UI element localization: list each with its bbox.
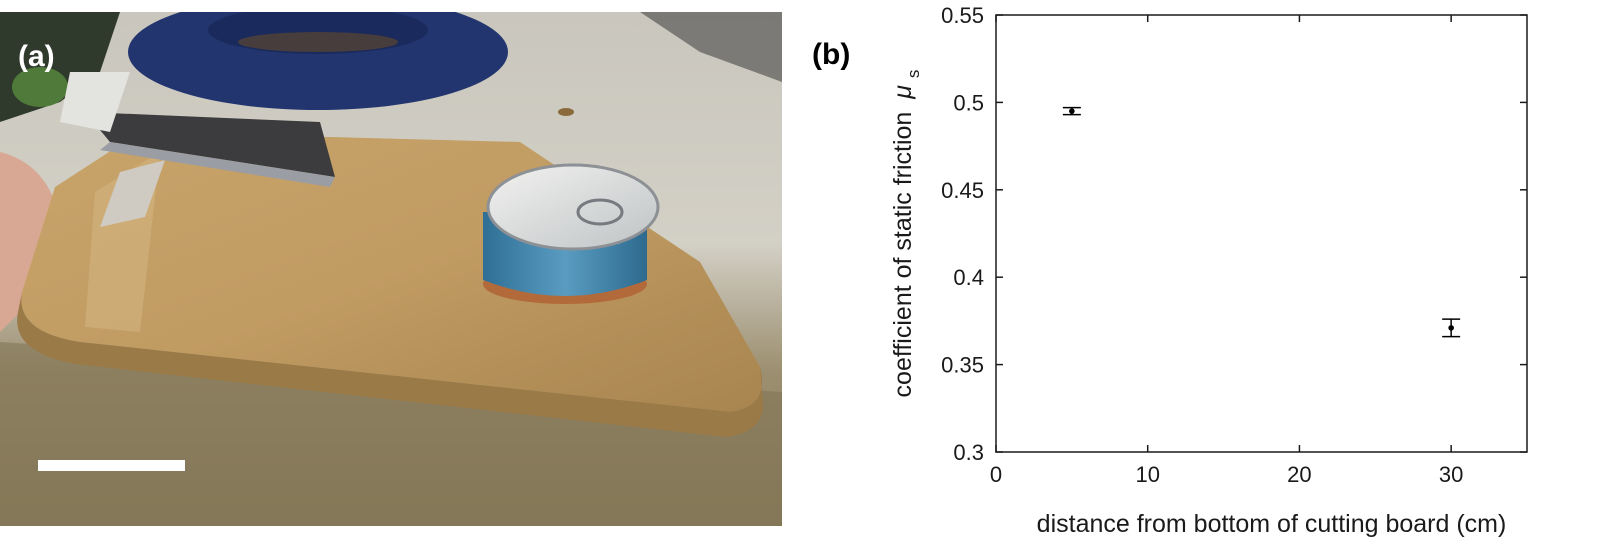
y-tick-label: 0.35 bbox=[941, 353, 984, 378]
can-pull-tab bbox=[576, 198, 624, 226]
hat-band bbox=[238, 32, 398, 52]
y-tick-label: 0.45 bbox=[941, 178, 984, 203]
photo-panel bbox=[0, 12, 782, 526]
y-axis-subscript: s bbox=[904, 70, 923, 79]
x-tick-label: 30 bbox=[1439, 462, 1463, 487]
x-axis-ticks: 0 10 20 30 bbox=[990, 15, 1463, 487]
y-axis-label-text: coefficient of static friction bbox=[889, 112, 917, 398]
friction-chart: 0 10 20 30 0.3 0.35 0.4 0.45 0.5 0.55 distance f… bbox=[889, 3, 1528, 538]
can-lid bbox=[486, 163, 660, 251]
background-shadow bbox=[640, 12, 782, 82]
cutting-board-edge bbox=[17, 292, 764, 437]
x-axis-label: distance from bottom of cutting board (c… bbox=[1037, 510, 1507, 538]
small-object bbox=[558, 108, 574, 116]
panel-a-label: (a) bbox=[18, 40, 55, 73]
x-tick-label: 20 bbox=[1287, 462, 1311, 487]
y-axis-ticks: 0.3 0.35 0.4 0.45 0.5 0.55 bbox=[941, 3, 1527, 465]
y-tick-label: 0.55 bbox=[941, 3, 984, 28]
plant-leaf bbox=[12, 67, 68, 107]
phone bbox=[85, 112, 335, 177]
y-tick-label: 0.3 bbox=[953, 440, 984, 465]
y-tick-label: 0.5 bbox=[953, 90, 984, 115]
x-tick-label: 10 bbox=[1135, 462, 1159, 487]
data-marks bbox=[1062, 106, 1461, 338]
y-axis-symbol: μ bbox=[889, 85, 917, 100]
plot-frame bbox=[995, 14, 1528, 453]
phone-edge bbox=[100, 142, 335, 187]
panel-b-label: (b) bbox=[812, 38, 851, 71]
photo-image bbox=[0, 12, 782, 526]
board-handle-hole bbox=[100, 160, 165, 227]
y-tick-label: 0.4 bbox=[953, 265, 984, 290]
data-point bbox=[1069, 108, 1075, 114]
phone-card bbox=[60, 72, 130, 132]
y-axis-label: coefficient of static friction μ s bbox=[889, 70, 923, 398]
hand bbox=[0, 152, 55, 332]
scale-bar bbox=[38, 460, 185, 471]
x-tick-label: 0 bbox=[990, 462, 1002, 487]
data-point bbox=[1448, 325, 1454, 331]
